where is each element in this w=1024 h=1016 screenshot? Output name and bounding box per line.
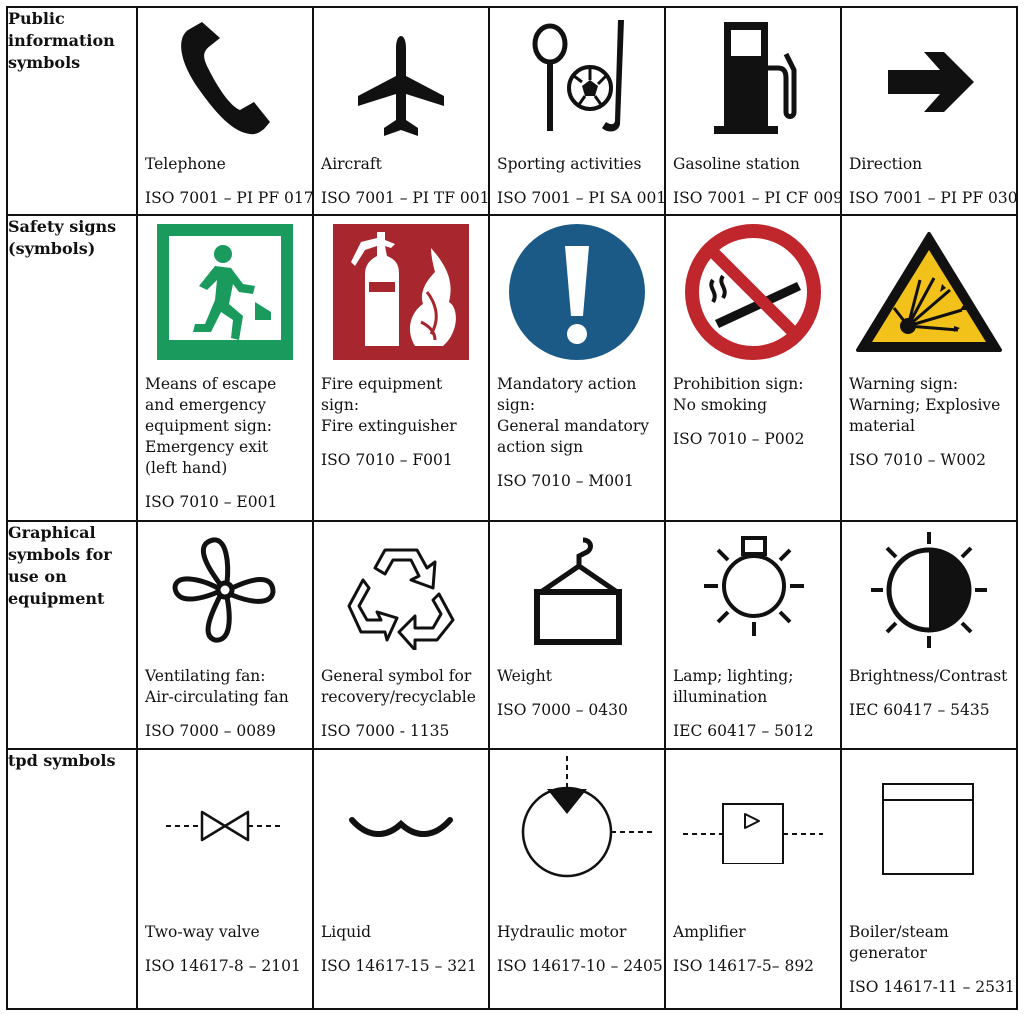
liquid-icon [349, 816, 453, 837]
row-header-label: Public information symbols [8, 9, 115, 72]
symbol-cell-telephone: Telephone ISO 7001 – PI PF 017 [136, 6, 314, 216]
standard-code: ISO 7000 – 0430 [497, 701, 628, 720]
brightness-contrast-icon [871, 532, 987, 649]
boiler-icon [882, 782, 974, 875]
symbol-name: Brightness/Contrast [849, 667, 1008, 686]
standard-code: ISO 14617-5– 892 [673, 956, 815, 975]
sporting-activities-icon [532, 20, 624, 132]
symbol-cell-emergency-exit: Means of escape and emergency equipment … [136, 213, 314, 523]
weight-icon [534, 537, 622, 646]
symbol-name: Means of escape and emergency equipment … [145, 374, 277, 477]
standard-code: ISO 14617-8 – 2101 [145, 956, 301, 975]
symbol-name: Amplifier [673, 922, 746, 941]
symbol-name: Fire equipment sign: Fire extinguisher [321, 374, 457, 435]
row-tpd-symbols: tpd symbols Two-way valve ISO 14617-8 – 2… [6, 747, 1018, 1011]
symbol-name: Telephone [145, 155, 226, 173]
mandatory-action-icon [509, 223, 645, 360]
symbol-cell-valve: Two-way valve ISO 14617-8 – 2101 [136, 747, 314, 1011]
symbol-cell-hydraulic-motor: Hydraulic motor ISO 14617-10 – 2405 [488, 747, 666, 1011]
row-header-label: Graphical symbols for use on equipment [8, 523, 112, 609]
row-safety-signs: Safety signs (symbols) Means of escape a… [6, 213, 1018, 523]
standard-code: ISO 7000 - 1135 [321, 722, 450, 741]
standard-code: ISO 14617-11 – 2531 [849, 977, 1015, 996]
symbol-name: Prohibition sign: No smoking [673, 374, 804, 414]
standard-code: ISO 7010 – F001 [321, 450, 453, 469]
symbol-cell-aircraft: Aircraft ISO 7001 – PI TF 001 [312, 6, 490, 216]
lamp-icon [704, 536, 804, 637]
symbol-name: Aircraft [321, 155, 382, 173]
iso-symbols-table: Public information symbols Telephone ISO … [6, 6, 1018, 1011]
symbol-cell-liquid: Liquid ISO 14617-15 – 321 [312, 747, 490, 1011]
fan-icon [172, 537, 276, 643]
row-header: Public information symbols [6, 6, 138, 216]
standard-code: ISO 7010 – E001 [145, 492, 278, 511]
symbol-name: Hydraulic motor [497, 922, 627, 941]
standard-code: ISO 7001 – PI PF 017 [145, 189, 314, 207]
row-header: Graphical symbols for use on equipment [6, 520, 138, 750]
standard-code: ISO 7010 – M001 [497, 471, 634, 490]
standard-code: ISO 7001 – PI CF 009 [673, 189, 844, 207]
symbol-cell-boiler: Boiler/steam generator ISO 14617-11 – 253… [840, 747, 1018, 1011]
standard-code: ISO 7001 – PI SA 001 [497, 189, 667, 207]
emergency-exit-icon [157, 223, 293, 360]
standard-code: ISO 14617-10 – 2405 [497, 956, 663, 975]
symbol-name: Ventilating fan: Air-circulating fan [145, 667, 289, 707]
symbol-cell-fan: Ventilating fan: Air-circulating fan ISO … [136, 520, 314, 750]
symbol-cell-explosive-warning: Warning sign: Warning; Explosive materia… [840, 213, 1018, 523]
symbol-cell-brightness: Brightness/Contrast IEC 60417 – 5435 [840, 520, 1018, 750]
symbol-name: Mandatory action sign: General mandatory… [497, 374, 650, 456]
symbol-cell-weight: Weight ISO 7000 – 0430 [488, 520, 666, 750]
symbol-name: Lamp; lighting; illumination [673, 667, 794, 707]
symbol-cell-gasoline: Gasoline station ISO 7001 – PI CF 009 [664, 6, 844, 216]
standard-code: IEC 60417 – 5012 [673, 722, 814, 741]
row-public-information: Public information symbols Telephone ISO … [6, 6, 1018, 216]
no-smoking-icon [685, 223, 821, 360]
row-equipment-symbols: Graphical symbols for use on equipment V… [6, 520, 1018, 750]
row-header-label: Safety signs (symbols) [8, 216, 117, 258]
standard-code: ISO 7010 – P002 [673, 429, 805, 448]
arrow-right-icon [888, 52, 974, 112]
symbol-name: Boiler/steam generator [849, 922, 949, 962]
symbol-cell-no-smoking: Prohibition sign: No smoking ISO 7010 – P… [664, 213, 842, 523]
standard-code: ISO 7000 – 0089 [145, 722, 276, 741]
standard-code: ISO 7001 – PI TF 001 [321, 189, 490, 207]
symbol-cell-lamp: Lamp; lighting; illumination IEC 60417 – … [664, 520, 842, 750]
symbol-cell-fire-extinguisher: Fire equipment sign: Fire extinguisher IS… [312, 213, 490, 523]
two-way-valve-icon [166, 810, 284, 842]
symbol-name: Direction [849, 155, 923, 173]
row-header: Safety signs (symbols) [6, 213, 138, 523]
hydraulic-motor-icon [521, 755, 653, 878]
fire-extinguisher-icon [333, 223, 469, 360]
symbol-name: General symbol for recovery/recyclable [321, 667, 476, 707]
symbol-name: Sporting activities [497, 155, 642, 173]
telephone-icon [181, 22, 270, 135]
symbol-cell-amplifier: Amplifier ISO 14617-5– 892 [664, 747, 842, 1011]
row-header: tpd symbols [6, 747, 138, 1011]
symbol-name: Two-way valve [145, 922, 260, 941]
symbol-name: Warning sign: Warning; Explosive materia… [849, 374, 1001, 435]
recycle-icon [347, 548, 455, 651]
standard-code: ISO 7010 – W002 [849, 450, 986, 469]
row-header-label: tpd symbols [8, 750, 116, 770]
standard-code: ISO 7001 – PI PF 030 [849, 189, 1018, 207]
standard-code: IEC 60417 – 5435 [849, 701, 990, 720]
amplifier-icon [683, 802, 823, 864]
standard-code: ISO 14617-15 – 321 [321, 956, 477, 975]
symbol-cell-mandatory: Mandatory action sign: General mandatory… [488, 213, 666, 523]
aircraft-icon [358, 36, 444, 136]
symbol-cell-recycle: General symbol for recovery/recyclable IS… [312, 520, 490, 750]
symbol-name: Gasoline station [673, 155, 800, 173]
fuel-pump-icon [714, 22, 797, 134]
symbol-name: Liquid [321, 922, 372, 941]
explosive-warning-icon [856, 231, 1002, 352]
symbol-cell-direction: Direction ISO 7001 – PI PF 030 [840, 6, 1018, 216]
symbol-cell-sporting: Sporting activities ISO 7001 – PI SA 001 [488, 6, 667, 216]
symbol-name: Weight [497, 667, 552, 686]
